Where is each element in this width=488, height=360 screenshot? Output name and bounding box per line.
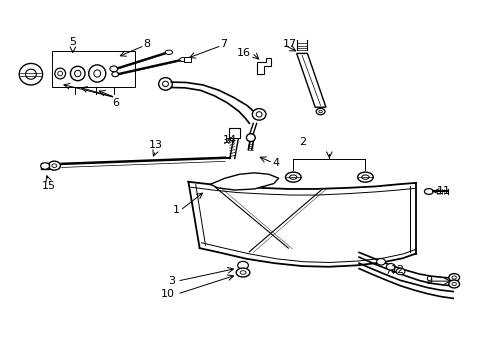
Ellipse shape [256,112,262,117]
Ellipse shape [451,276,455,279]
Ellipse shape [52,164,57,167]
Text: 3: 3 [168,276,175,286]
Bar [41,163,49,169]
Text: 8: 8 [143,40,150,49]
Text: 11: 11 [436,186,450,197]
Text: 17: 17 [282,40,296,49]
Polygon shape [210,173,278,190]
Text: 13: 13 [148,140,163,149]
Text: 15: 15 [41,181,55,191]
Ellipse shape [237,261,248,269]
Ellipse shape [158,78,172,90]
Ellipse shape [451,282,455,285]
Ellipse shape [318,110,322,113]
Ellipse shape [236,268,249,277]
Ellipse shape [55,68,65,79]
Ellipse shape [88,65,105,82]
Ellipse shape [25,69,36,79]
Ellipse shape [246,134,255,141]
Text: 1: 1 [173,206,180,216]
Bar [183,57,190,62]
Text: 4: 4 [272,158,279,168]
Ellipse shape [395,268,404,275]
Ellipse shape [285,172,301,182]
Ellipse shape [19,63,42,85]
Ellipse shape [289,175,296,179]
Ellipse shape [112,72,119,77]
Ellipse shape [357,172,372,182]
Text: 5: 5 [69,37,76,47]
Text: 6: 6 [112,98,119,108]
Ellipse shape [74,70,81,77]
Text: 16: 16 [236,48,250,58]
Ellipse shape [424,189,432,194]
Ellipse shape [70,66,85,81]
Bar [228,128,239,138]
Ellipse shape [376,258,385,265]
Polygon shape [256,58,271,74]
Ellipse shape [48,161,61,170]
Ellipse shape [448,280,459,288]
Ellipse shape [240,271,245,274]
Ellipse shape [448,274,459,282]
Ellipse shape [252,109,265,120]
Ellipse shape [165,50,172,54]
Ellipse shape [41,163,49,169]
Text: 9: 9 [424,276,431,286]
Ellipse shape [316,108,325,115]
Bar [52,51,135,87]
Ellipse shape [179,58,186,62]
Ellipse shape [386,264,394,270]
Polygon shape [296,53,325,107]
Text: 7: 7 [220,40,227,49]
Ellipse shape [110,66,118,72]
Text: 12: 12 [390,265,404,275]
Text: 10: 10 [161,289,175,299]
Text: 2: 2 [299,137,306,147]
Ellipse shape [361,175,368,179]
Ellipse shape [58,71,62,76]
Text: 14: 14 [222,135,236,145]
Ellipse shape [94,70,101,77]
Ellipse shape [162,81,168,87]
